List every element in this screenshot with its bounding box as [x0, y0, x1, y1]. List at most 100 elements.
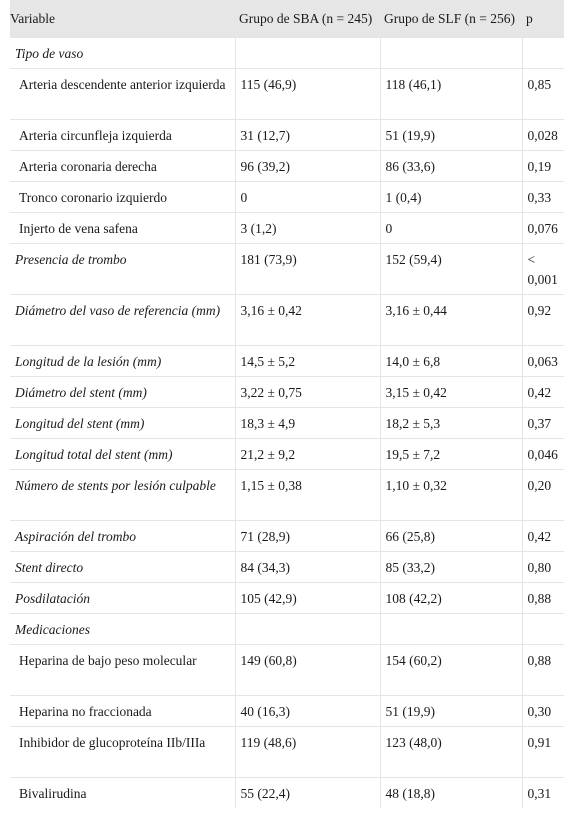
table-row: Stent directo 84 (34,3) 85 (33,2) 0,80: [10, 550, 564, 582]
slf-value: 123 (48,0): [379, 725, 522, 777]
slf-value: 48 (18,8): [379, 776, 522, 808]
table-row: Aspiración del trombo 71 (28,9) 66 (25,8…: [10, 519, 564, 551]
table-row: Diámetro del stent (mm) 3,22 ± 0,75 3,15…: [10, 375, 564, 407]
slf-value: 1 (0,4): [379, 180, 522, 212]
p-value: 0,076: [521, 211, 564, 243]
row-label: Injerto de vena safena: [10, 211, 235, 243]
header-sba-group: Grupo de SBA (n = 245): [235, 0, 380, 37]
p-value: 0,88: [521, 581, 564, 613]
table-row: Presencia de trombo 181 (73,9) 152 (59,4…: [10, 242, 564, 294]
row-label: Posdilatación: [10, 581, 235, 613]
sba-value: 3 (1,2): [234, 211, 380, 243]
header-p-value: p: [522, 0, 564, 37]
comparison-table: Variable Grupo de SBA (n = 245) Grupo de…: [10, 0, 564, 808]
row-label: Presencia de trombo: [10, 242, 235, 294]
p-value: 0,80: [521, 550, 564, 582]
slf-value: [379, 612, 522, 644]
row-label: Arteria coronaria derecha: [10, 149, 235, 181]
p-value: [521, 612, 564, 644]
row-label: Tronco coronario izquierdo: [10, 180, 235, 212]
row-label: Stent directo: [10, 550, 235, 582]
sba-value: 181 (73,9): [234, 242, 380, 294]
row-label: Bivalirudina: [10, 776, 235, 808]
p-value: 0,88: [521, 643, 564, 695]
table-row: Longitud de la lesión (mm) 14,5 ± 5,2 14…: [10, 344, 564, 376]
p-value: 0,31: [521, 776, 564, 808]
row-label: Arteria circunfleja izquierda: [10, 118, 235, 150]
slf-value: 1,10 ± 0,32: [379, 468, 522, 520]
table-row: Diámetro del vaso de referencia (mm) 3,1…: [10, 293, 564, 345]
table-row: Longitud del stent (mm) 18,3 ± 4,9 18,2 …: [10, 406, 564, 438]
p-value: 0,37: [521, 406, 564, 438]
table-row: Arteria descendente anterior izquierda 1…: [10, 67, 564, 119]
sba-value: 21,2 ± 9,2: [234, 437, 380, 469]
sba-value: 84 (34,3): [234, 550, 380, 582]
p-value: [521, 36, 564, 68]
sba-value: 115 (46,9): [234, 67, 380, 119]
p-value: 0,85: [521, 67, 564, 119]
slf-value: 3,15 ± 0,42: [379, 375, 522, 407]
slf-value: 66 (25,8): [379, 519, 522, 551]
slf-value: 19,5 ± 7,2: [379, 437, 522, 469]
slf-value: 14,0 ± 6,8: [379, 344, 522, 376]
slf-value: 85 (33,2): [379, 550, 522, 582]
sba-value: 3,16 ± 0,42: [234, 293, 380, 345]
row-label: Diámetro del vaso de referencia (mm): [10, 293, 235, 345]
sba-value: 119 (48,6): [234, 725, 380, 777]
sba-value: [234, 36, 380, 68]
slf-value: 0: [379, 211, 522, 243]
sba-value: 31 (12,7): [234, 118, 380, 150]
p-value: 0,91: [521, 725, 564, 777]
slf-value: 3,16 ± 0,44: [379, 293, 522, 345]
row-label: Longitud total del stent (mm): [10, 437, 235, 469]
sba-value: 14,5 ± 5,2: [234, 344, 380, 376]
sba-value: 96 (39,2): [234, 149, 380, 181]
p-value: 0,30: [521, 694, 564, 726]
table-row: Arteria coronaria derecha 96 (39,2) 86 (…: [10, 149, 564, 181]
sba-value: 105 (42,9): [234, 581, 380, 613]
sba-value: 71 (28,9): [234, 519, 380, 551]
sba-value: 18,3 ± 4,9: [234, 406, 380, 438]
row-label: Medicaciones: [10, 612, 235, 644]
row-label: Arteria descendente anterior izquierda: [10, 67, 235, 119]
p-value: < 0,001: [521, 242, 564, 294]
slf-value: 51 (19,9): [379, 694, 522, 726]
slf-value: 152 (59,4): [379, 242, 522, 294]
slf-value: 51 (19,9): [379, 118, 522, 150]
p-value: 0,42: [521, 519, 564, 551]
sba-value: 0: [234, 180, 380, 212]
sba-value: 3,22 ± 0,75: [234, 375, 380, 407]
sba-value: [234, 612, 380, 644]
slf-value: 86 (33,6): [379, 149, 522, 181]
row-label: Tipo de vaso: [10, 36, 235, 68]
table-header-row: Variable Grupo de SBA (n = 245) Grupo de…: [10, 0, 564, 37]
data-table-container: Variable Grupo de SBA (n = 245) Grupo de…: [10, 0, 564, 808]
table-row: Número de stents por lesión culpable 1,1…: [10, 468, 564, 520]
table-row: Medicaciones: [10, 612, 564, 644]
sba-value: 40 (16,3): [234, 694, 380, 726]
p-value: 0,20: [521, 468, 564, 520]
table-row: Inhibidor de glucoproteína IIb/IIIa 119 …: [10, 725, 564, 777]
row-label: Longitud del stent (mm): [10, 406, 235, 438]
slf-value: 108 (42,2): [379, 581, 522, 613]
p-value: 0,028: [521, 118, 564, 150]
table-row: Posdilatación 105 (42,9) 108 (42,2) 0,88: [10, 581, 564, 613]
row-label: Número de stents por lesión culpable: [10, 468, 235, 520]
row-label: Aspiración del trombo: [10, 519, 235, 551]
p-value: 0,42: [521, 375, 564, 407]
row-label: Longitud de la lesión (mm): [10, 344, 235, 376]
header-variable: Variable: [10, 0, 235, 37]
slf-value: 118 (46,1): [379, 67, 522, 119]
sba-value: 149 (60,8): [234, 643, 380, 695]
table-row: Heparina de bajo peso molecular 149 (60,…: [10, 643, 564, 695]
table-row: Bivalirudina 55 (22,4) 48 (18,8) 0,31: [10, 776, 564, 808]
table-row: Arteria circunfleja izquierda 31 (12,7) …: [10, 118, 564, 150]
table-row: Heparina no fraccionada 40 (16,3) 51 (19…: [10, 694, 564, 726]
slf-value: 154 (60,2): [379, 643, 522, 695]
row-label: Heparina no fraccionada: [10, 694, 235, 726]
p-value: 0,92: [521, 293, 564, 345]
p-value: 0,33: [521, 180, 564, 212]
row-label: Diámetro del stent (mm): [10, 375, 235, 407]
slf-value: [379, 36, 522, 68]
header-slf-group: Grupo de SLF (n = 256): [380, 0, 522, 37]
